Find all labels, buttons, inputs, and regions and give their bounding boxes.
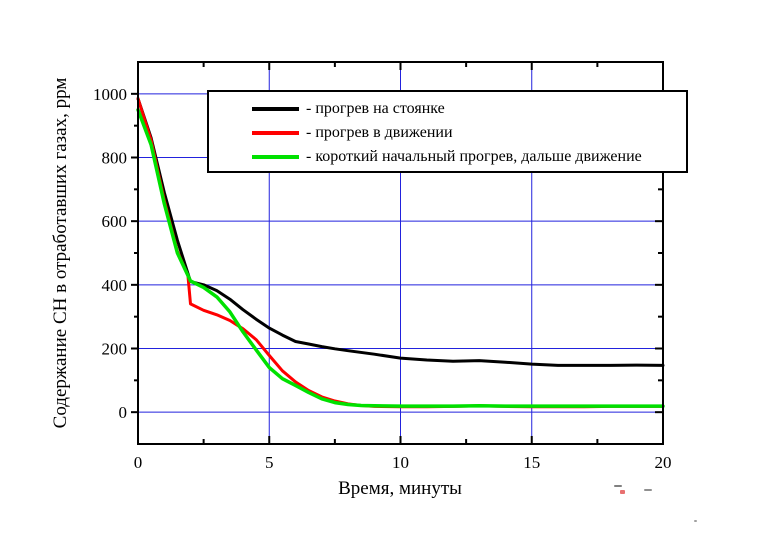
y-tick-label: 600	[102, 212, 128, 231]
watermark-artifact	[620, 490, 625, 494]
legend-label: - прогрев в движении	[306, 124, 453, 141]
x-tick-label: 10	[392, 453, 409, 472]
legend-label: - короткий начальный прогрев, дальше дви…	[306, 148, 642, 165]
y-axis-title: Содержание СН в отработавших газах, ррм	[50, 77, 71, 429]
watermark-artifact	[694, 520, 697, 522]
x-tick-label: 0	[134, 453, 143, 472]
y-tick-label: 0	[119, 403, 128, 422]
legend: - прогрев на стоянке - прогрев в движени…	[207, 90, 688, 173]
y-tick-label: 1000	[93, 85, 127, 104]
x-tick-label: 20	[655, 453, 672, 472]
x-axis-title: Время, минуты	[338, 478, 462, 499]
x-tick-label: 15	[523, 453, 540, 472]
legend-label: - прогрев на стоянке	[306, 100, 445, 117]
watermark-artifact	[614, 485, 622, 487]
series-line-2	[136, 108, 665, 408]
y-tick-label: 400	[102, 276, 128, 295]
watermark-artifact	[644, 489, 652, 491]
y-tick-label: 200	[102, 340, 128, 359]
x-tick-label: 5	[265, 453, 274, 472]
legend-swatch-black-line	[252, 107, 299, 111]
legend-swatch-green-line	[252, 155, 299, 159]
legend-swatch-red-line	[252, 131, 299, 135]
legend-item-parked: - прогрев на стоянке	[209, 97, 686, 121]
y-tick-label: 800	[102, 149, 128, 168]
legend-item-moving: - прогрев в движении	[209, 121, 686, 145]
legend-item-short-warmup: - короткий начальный прогрев, дальше дви…	[209, 145, 686, 169]
